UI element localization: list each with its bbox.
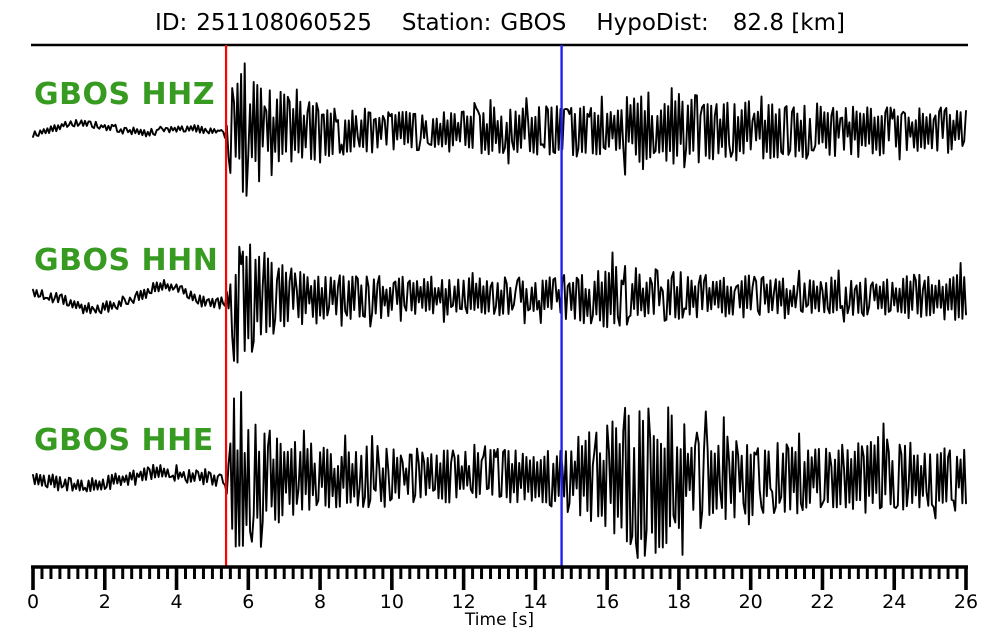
event-id-label: ID: [155, 10, 188, 36]
hypodist-value: 82.8 [km] [732, 10, 845, 36]
waveform-trace-hhz [32, 62, 967, 197]
axis-tick-label: 26 [954, 591, 978, 613]
axis-tick-label: 14 [523, 591, 547, 613]
axis-tick-label: 4 [170, 591, 182, 613]
axis-tick-label: 12 [452, 591, 476, 613]
station-value: GBOS [500, 10, 567, 36]
hypodist-group: HypoDist: 82.8 [km] [596, 10, 845, 36]
axis-tick-label: 6 [242, 591, 254, 613]
trace-label-hhe: GBOS HHE [34, 423, 214, 458]
axis-tick-label: 2 [99, 591, 111, 613]
trace-label-hhz: GBOS HHZ [34, 77, 216, 112]
hypodist-label: HypoDist: [596, 10, 709, 36]
waveform-trace-hhn [32, 243, 967, 364]
waveform-trace-hhe [32, 391, 967, 559]
axis-tick-label: 24 [882, 591, 906, 613]
axis-tick-label: 8 [314, 591, 326, 613]
event-id-group: ID: 251108060525 [155, 10, 372, 36]
axis-tick-label: 18 [667, 591, 691, 613]
axis-tick-label: 20 [739, 591, 763, 613]
trace-label-hhn: GBOS HHN [34, 243, 219, 278]
axis-tick-label: 10 [380, 591, 404, 613]
event-id-value: 251108060525 [196, 10, 372, 36]
station-label: Station: [401, 10, 492, 36]
figure-title: ID: 251108060525 Station: GBOS HypoDist:… [0, 6, 1000, 40]
axis-tick-label: 0 [27, 591, 39, 613]
station-group: Station: GBOS [402, 10, 566, 36]
x-axis-title: Time [s] [464, 610, 534, 630]
axis-tick-label: 16 [595, 591, 619, 613]
axis-tick-label: 22 [810, 591, 834, 613]
